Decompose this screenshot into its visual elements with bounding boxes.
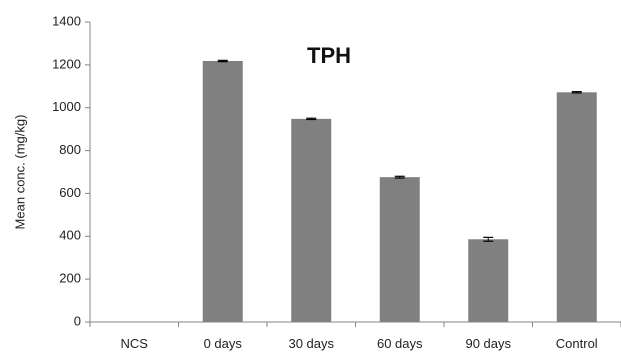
x-tick-label: Control <box>556 336 598 351</box>
bar-60-days <box>379 177 420 322</box>
y-axis-title: Mean conc. (mg/kg) <box>12 115 27 230</box>
y-tick-label: 1000 <box>52 99 81 114</box>
bar-control <box>556 92 597 323</box>
y-tick-label: 200 <box>59 271 81 286</box>
y-tick-label: 400 <box>59 228 81 243</box>
bar-90-days <box>468 239 509 322</box>
y-tick-label: 800 <box>59 142 81 157</box>
y-tick-label: 1200 <box>52 56 81 71</box>
x-tick-label: NCS <box>121 336 149 351</box>
chart-title: TPH <box>307 43 351 68</box>
y-tick-label: 600 <box>59 185 81 200</box>
x-tick-label: 90 days <box>465 336 511 351</box>
plot-area: 0 200 400 600 800 1000 1200 1400 NCS 0 days 30 day… <box>52 13 621 351</box>
x-tick-label: 30 days <box>288 336 334 351</box>
x-tick-label: 0 days <box>204 336 243 351</box>
y-tick-label: 0 <box>74 313 81 328</box>
bar-30-days <box>291 118 332 322</box>
x-tick-label: 60 days <box>377 336 423 351</box>
bar-0-days <box>202 61 243 322</box>
y-tick-label: 1400 <box>52 13 81 28</box>
